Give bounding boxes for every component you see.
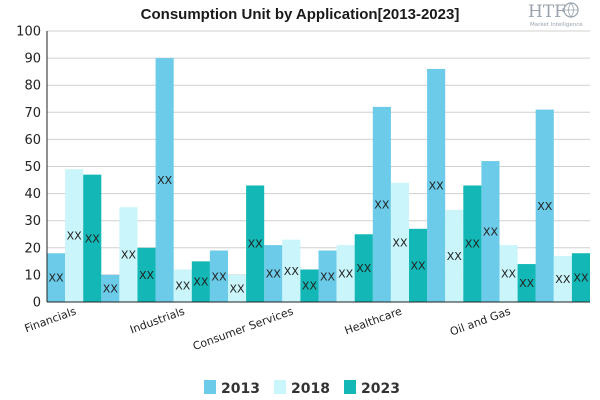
x-category-label: Financials: [23, 305, 78, 336]
y-tick-label: 30: [24, 214, 41, 229]
data-label: XX: [103, 282, 119, 295]
bar-2018-6: [390, 182, 409, 302]
data-label: XX: [392, 236, 408, 249]
y-tick-label: 70: [24, 106, 41, 121]
data-label: XX: [537, 200, 553, 213]
x-category-label: Oil and Gas: [448, 305, 512, 339]
bar-2023-6: [409, 228, 428, 302]
data-label: XX: [49, 272, 65, 285]
bar-2018-1: [119, 207, 138, 302]
data-label: XX: [230, 282, 246, 295]
bars: [47, 58, 590, 302]
bar-2023-9: [571, 253, 590, 302]
bar-2013-5: [318, 250, 337, 302]
y-tick-label: 90: [24, 52, 41, 67]
legend: 2013 2018 2023: [204, 380, 400, 397]
data-label: XX: [302, 280, 318, 293]
bar-2013-0: [47, 253, 66, 302]
logo-tagline: Market Intelligence: [530, 22, 583, 28]
y-tick-label: 60: [24, 133, 41, 148]
y-axis-ticks: 0 10 20 30 40 50 60 70 80 90 100: [16, 25, 41, 311]
bar-2018-3: [228, 274, 247, 302]
bar-2023-1: [137, 247, 156, 302]
legend-swatch-2018: [274, 380, 286, 394]
data-label: XX: [573, 272, 589, 285]
bar-2013-6: [372, 106, 391, 302]
bar-2013-9: [535, 109, 554, 302]
y-tick-label: 20: [24, 241, 41, 256]
y-tick-label: 0: [33, 296, 41, 311]
y-tick-label: 40: [24, 187, 41, 202]
bar-2018-7: [445, 209, 464, 302]
x-axis-categories: Financials Industrials Consumer Services He…: [23, 305, 513, 354]
logo-text: HTF: [528, 2, 566, 22]
bar-2023-3: [246, 185, 265, 302]
data-label: XX: [411, 259, 427, 272]
legend-label-2018: 2018: [291, 381, 330, 397]
legend-label-2013: 2013: [221, 381, 260, 397]
bar-2018-4: [282, 239, 301, 302]
data-label: XX: [356, 262, 372, 275]
x-category-label: Consumer Services: [191, 305, 295, 354]
x-category-label: Healthcare: [343, 305, 404, 338]
bar-2023-0: [83, 174, 102, 302]
axes: [46, 31, 590, 303]
data-label: XX: [121, 249, 137, 262]
bar-2013-4: [264, 245, 283, 302]
data-label: XX: [67, 230, 83, 243]
data-label: XX: [157, 174, 173, 187]
data-label: XX: [85, 232, 101, 245]
data-label: XX: [139, 269, 155, 282]
bar-2013-2: [155, 58, 174, 302]
bar-2018-9: [553, 255, 572, 302]
data-label: XX: [338, 268, 354, 281]
data-label: XX: [429, 179, 445, 192]
bar-2013-1: [101, 274, 120, 302]
y-tick-label: 50: [24, 160, 41, 175]
legend-swatch-2023: [344, 380, 356, 394]
data-label: XX: [519, 277, 535, 290]
data-label: XX: [175, 280, 191, 293]
data-label: XX: [447, 250, 463, 263]
data-label: XX: [248, 238, 264, 251]
bar-2013-7: [427, 68, 446, 302]
data-label: XX: [374, 198, 390, 211]
data-label: XX: [501, 268, 517, 281]
bar-2018-0: [65, 169, 84, 302]
chart-title: Consumption Unit by Application[2013-202…: [141, 6, 460, 23]
data-label: XX: [555, 273, 571, 286]
data-label: XX: [193, 276, 209, 289]
y-tick-label: 80: [24, 79, 41, 94]
data-label: XX: [284, 265, 300, 278]
bar-2023-7: [463, 185, 482, 302]
bar-2018-2: [173, 269, 192, 302]
bar-2018-5: [336, 245, 355, 302]
data-label: XX: [320, 270, 336, 283]
y-tick-label: 100: [16, 25, 41, 40]
legend-label-2023: 2023: [361, 381, 400, 397]
legend-swatch-2013: [204, 380, 216, 394]
bar-2023-4: [300, 269, 319, 302]
bar-2023-5: [354, 234, 373, 302]
data-label: XX: [266, 268, 282, 281]
data-label: XX: [483, 226, 499, 239]
bar-2013-8: [481, 161, 500, 302]
x-category-label: Industrials: [128, 305, 187, 337]
bar-2018-8: [499, 245, 518, 302]
y-tick-label: 10: [24, 268, 41, 283]
bar-2023-8: [517, 264, 536, 302]
data-label: XX: [211, 270, 227, 283]
bar-2013-3: [209, 250, 228, 302]
data-label: XX: [465, 238, 481, 251]
bar-2023-2: [191, 261, 210, 302]
htf-logo: HTF Market Intelligence: [528, 2, 583, 28]
